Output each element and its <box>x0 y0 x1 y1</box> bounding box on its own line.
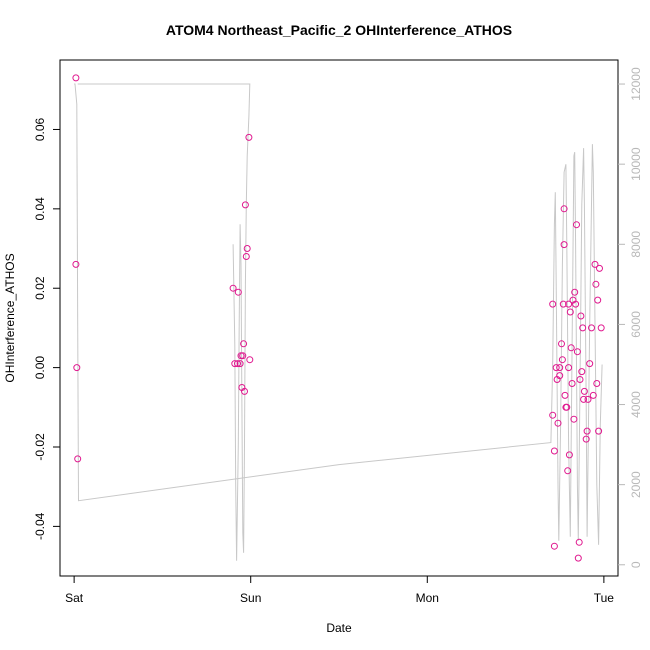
x-tick-label: Sun <box>240 591 261 605</box>
altitude-line-layer <box>74 83 603 561</box>
x-axis: Sat Sun Mon Tue <box>65 576 614 605</box>
data-point <box>565 300 573 308</box>
plot-frame <box>59 59 619 577</box>
data-point <box>554 419 562 427</box>
data-point <box>573 221 580 229</box>
data-point <box>550 542 558 550</box>
y-tick-label: -0.04 <box>33 512 47 540</box>
data-point <box>559 300 567 308</box>
data-point <box>578 368 586 376</box>
data-point <box>560 205 568 213</box>
y2-tick-label: 0 <box>629 561 643 568</box>
data-point <box>72 74 80 82</box>
data-point <box>570 415 578 423</box>
y-tick-label: 0.02 <box>33 276 47 300</box>
data-point <box>558 356 566 364</box>
chart-title: ATOM4 Northeast_Pacific_2 OHInterference… <box>166 22 512 38</box>
data-point <box>245 133 253 141</box>
data-point <box>572 300 580 308</box>
data-point <box>241 201 249 209</box>
y2-tick-label: 8000 <box>629 231 643 258</box>
data-point <box>566 308 574 316</box>
data-point <box>597 324 605 332</box>
data-point <box>571 288 579 296</box>
data-point <box>574 554 582 562</box>
data-point <box>556 364 564 372</box>
data-point <box>558 340 565 348</box>
y-tick-label: 0.06 <box>33 117 47 141</box>
data-point <box>583 427 591 435</box>
data-point <box>594 296 602 304</box>
data-point <box>577 312 585 320</box>
data-point <box>231 360 239 368</box>
data-point <box>579 324 587 332</box>
data-point <box>74 455 82 463</box>
data-point <box>72 260 80 268</box>
x-tick-label: Tue <box>594 591 615 605</box>
data-point <box>239 352 247 360</box>
data-point <box>586 360 594 368</box>
y2-tick-label: 4000 <box>629 391 643 418</box>
y-axis-right: 0 2000 4000 6000 8000 10000 12000 <box>618 67 643 568</box>
data-point <box>588 324 595 332</box>
data-point <box>229 284 237 292</box>
altitude-line <box>74 83 603 545</box>
data-point <box>241 387 248 395</box>
data-point <box>568 380 576 387</box>
altitude-line <box>77 83 251 561</box>
data-point <box>592 280 600 288</box>
y-tick-label: 0.04 <box>33 197 47 221</box>
data-point <box>73 364 81 372</box>
data-point <box>565 364 573 372</box>
x-axis-label: Date <box>326 621 352 635</box>
y-axis-label: OHInterference_ATHOS <box>3 253 17 382</box>
data-point <box>589 391 597 399</box>
data-point-layer <box>72 74 605 562</box>
data-point <box>584 395 592 403</box>
data-point <box>573 348 581 356</box>
data-point <box>246 356 254 364</box>
x-tick-label: Sat <box>65 591 84 605</box>
data-point <box>580 395 588 403</box>
data-point <box>591 260 599 268</box>
data-point <box>575 538 583 546</box>
data-point <box>595 427 603 435</box>
data-point <box>234 288 242 296</box>
y-tick-label: 0.00 <box>33 356 47 380</box>
data-point <box>550 447 558 455</box>
y2-tick-label: 6000 <box>629 311 643 338</box>
data-point <box>564 467 572 475</box>
data-point <box>582 435 590 443</box>
y2-tick-label: 2000 <box>629 471 643 498</box>
y2-tick-label: 10000 <box>629 147 643 181</box>
y-axis-left: -0.04 -0.02 0.00 0.02 0.04 0.06 <box>33 117 60 540</box>
data-point <box>236 360 244 368</box>
data-point <box>593 380 601 387</box>
data-point <box>552 364 560 372</box>
data-point <box>242 253 250 260</box>
data-point <box>243 245 251 252</box>
data-point <box>560 241 568 249</box>
data-point <box>580 387 588 395</box>
data-point <box>240 340 248 348</box>
y2-tick-label: 12000 <box>629 67 643 101</box>
y-tick-label: -0.02 <box>33 433 47 461</box>
data-point <box>576 376 584 383</box>
data-point <box>567 344 575 352</box>
data-point <box>565 451 573 459</box>
data-point <box>549 411 557 419</box>
data-point <box>556 372 564 380</box>
data-point <box>563 403 571 411</box>
data-point <box>561 391 569 399</box>
x-tick-label: Mon <box>416 591 439 605</box>
data-point <box>596 264 603 272</box>
data-point <box>234 360 241 368</box>
data-point <box>549 300 557 308</box>
